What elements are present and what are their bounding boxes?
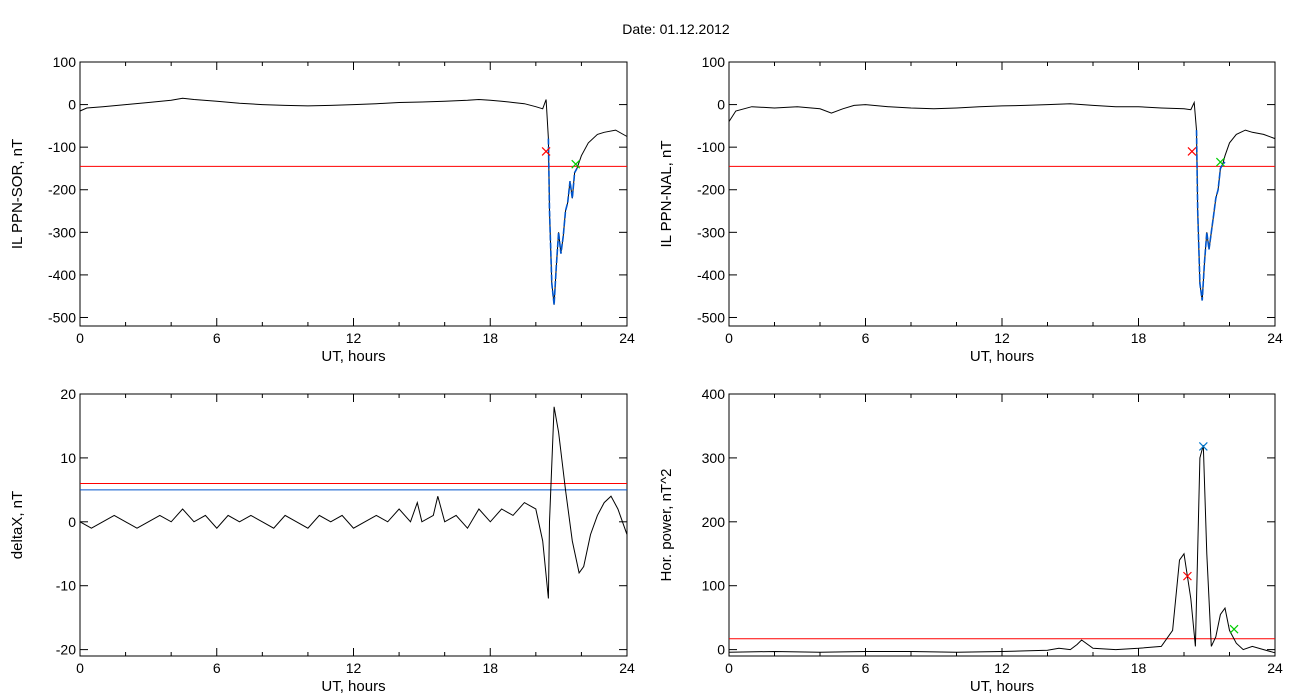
x-axis-label: UT, hours — [970, 678, 1034, 695]
x-tick-label: 0 — [725, 660, 733, 676]
chart-panel-4: 0 6 12 18 24 400 300 200 100 0 UT, hours Hor. power… — [658, 386, 1283, 695]
y-tick-label: -20 — [56, 642, 76, 658]
y-tick-label: 100 — [702, 54, 726, 70]
y-tick-label: -100 — [697, 139, 725, 155]
x-tick-label: 12 — [346, 330, 362, 346]
y-tick-label: 0 — [68, 514, 76, 530]
fit-series-line — [1195, 130, 1226, 301]
onset-marker — [1182, 571, 1192, 581]
x-tick-label: 6 — [213, 660, 221, 676]
y-tick-label: 0 — [68, 97, 76, 113]
x-tick-label: 18 — [482, 330, 498, 346]
x-tick-label: 6 — [213, 330, 221, 346]
peak-marker — [1198, 441, 1208, 451]
end-marker — [571, 159, 581, 169]
x-tick-label: 12 — [994, 660, 1010, 676]
x-tick-label: 18 — [1131, 660, 1147, 676]
y-tick-label: -500 — [697, 309, 725, 325]
y-tick-label: -500 — [48, 309, 76, 325]
y-tick-label: -200 — [48, 182, 76, 198]
y-tick-label: 0 — [717, 642, 725, 658]
x-tick-label: 18 — [482, 660, 498, 676]
y-tick-label: 300 — [702, 450, 726, 466]
y-tick-label: 10 — [60, 450, 76, 466]
y-tick-label: -300 — [697, 224, 725, 240]
x-tick-label: 24 — [1267, 660, 1283, 676]
plot-frame — [728, 61, 1276, 327]
y-axis-label: Hor. power, nT^2 — [658, 469, 675, 582]
fit-series-line — [547, 138, 578, 305]
end-marker — [1215, 157, 1225, 167]
y-tick-label: -400 — [697, 267, 725, 283]
y-axis-label: IL PPN-SOR, nT — [9, 139, 26, 249]
y-tick-label: 20 — [60, 386, 76, 402]
x-tick-label: 24 — [1267, 330, 1283, 346]
y-tick-label: -100 — [48, 139, 76, 155]
onset-marker — [541, 146, 551, 156]
x-tick-label: 6 — [862, 660, 870, 676]
onset-marker — [1187, 146, 1197, 156]
x-axis-label: UT, hours — [321, 678, 385, 695]
y-tick-label: -400 — [48, 267, 76, 283]
data-series-line — [79, 97, 628, 305]
data-series-line — [79, 406, 628, 599]
plot-frame — [728, 393, 1276, 657]
x-tick-label: 24 — [619, 660, 635, 676]
plot-frame — [79, 393, 628, 657]
end-marker — [1229, 624, 1239, 634]
x-tick-label: 0 — [725, 330, 733, 346]
date-label: Date: 01.12.2012 — [622, 21, 730, 37]
y-tick-label: -300 — [48, 224, 76, 240]
x-axis-label: UT, hours — [970, 348, 1034, 365]
x-tick-label: 12 — [994, 330, 1010, 346]
y-tick-label: 200 — [702, 514, 726, 530]
y-tick-label: 0 — [717, 97, 725, 113]
y-tick-label: -10 — [56, 578, 76, 594]
x-tick-label: 6 — [862, 330, 870, 346]
x-tick-label: 18 — [1131, 330, 1147, 346]
y-axis-label: IL PPN-NAL, nT — [658, 141, 675, 248]
y-tick-label: -200 — [697, 182, 725, 198]
chart-panel-3: 0 6 12 18 24 20 10 0 -10 -20 UT, hours deltaX, nT — [9, 386, 635, 695]
y-axis-label: deltaX, nT — [9, 491, 26, 559]
y-tick-label: 400 — [702, 386, 726, 402]
data-series-line — [728, 100, 1276, 301]
x-tick-label: 0 — [76, 330, 84, 346]
chart-panel-1: 0 6 12 18 24 100 0 -100 -200 -300 -400 -500 UT, hour… — [9, 54, 635, 365]
x-tick-label: 0 — [76, 660, 84, 676]
data-series-line — [728, 444, 1276, 654]
chart-panel-2: 0 6 12 18 24 100 0 -100 -200 -300 -400 -500 UT, hour… — [658, 54, 1283, 365]
x-axis-label: UT, hours — [321, 348, 385, 365]
y-tick-label: 100 — [702, 578, 726, 594]
x-tick-label: 12 — [346, 660, 362, 676]
y-tick-label: 100 — [53, 54, 77, 70]
x-tick-label: 24 — [619, 330, 635, 346]
